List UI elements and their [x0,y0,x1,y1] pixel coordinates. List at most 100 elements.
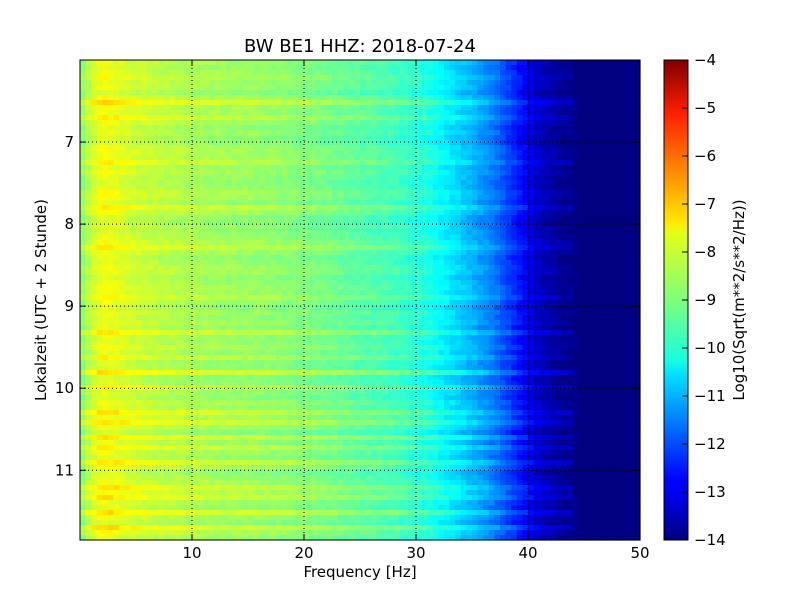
heatmap-cell [427,240,434,246]
heatmap-cell [511,295,518,301]
heatmap-cell [595,255,602,261]
heatmap-cell [399,165,406,171]
heatmap-cell [477,180,484,186]
heatmap-cell [253,205,260,211]
heatmap-cell [382,160,389,166]
heatmap-cell [119,250,126,256]
heatmap-cell [455,280,462,286]
heatmap-cell [606,140,613,146]
heatmap-cell [488,305,495,311]
heatmap-cell [488,165,495,171]
heatmap-cell [180,135,187,141]
heatmap-cell [539,230,546,236]
heatmap-cell [248,280,255,286]
heatmap-cell [388,260,395,266]
heatmap-cell [298,95,305,101]
heatmap-cell [348,170,355,176]
heatmap-cell [113,295,120,301]
heatmap-cell [236,270,243,276]
heatmap-cell [315,285,322,291]
heatmap-cell [332,205,339,211]
heatmap-cell [214,60,221,66]
heatmap-cell [567,80,574,86]
heatmap-cell [141,150,148,156]
heatmap-cell [572,225,579,231]
heatmap-cell [483,70,490,76]
heatmap-cell [208,250,215,256]
heatmap-cell [270,70,277,76]
heatmap-cell [304,185,311,191]
heatmap-cell [348,275,355,281]
heatmap-cell [147,75,154,81]
heatmap-cell [477,260,484,266]
heatmap-cell [522,175,529,181]
heatmap-cell [343,290,350,296]
heatmap-cell [208,305,215,311]
heatmap-cell [80,155,87,161]
heatmap-cell [589,235,596,241]
heatmap-cell [427,295,434,301]
heatmap-cell [332,80,339,86]
heatmap-cell [108,260,115,266]
heatmap-cell [281,185,288,191]
heatmap-cell [516,60,523,66]
heatmap-cell [550,210,557,216]
heatmap-cell [371,250,378,256]
heatmap-cell [203,220,210,226]
heatmap-cell [259,100,266,106]
heatmap-cell [332,180,339,186]
heatmap-cell [416,255,423,261]
heatmap-cell [494,295,501,301]
heatmap-cell [477,120,484,126]
heatmap-cell [264,95,271,101]
heatmap-cell [315,60,322,66]
heatmap-cell [343,160,350,166]
heatmap-cell [427,140,434,146]
heatmap-cell [449,230,456,236]
heatmap-cell [326,220,333,226]
heatmap-cell [141,80,148,86]
heatmap-cell [393,220,400,226]
heatmap-cell [477,245,484,251]
heatmap-cell [505,200,512,206]
heatmap-cell [326,130,333,136]
heatmap-cell [460,205,467,211]
heatmap-cell [460,105,467,111]
heatmap-cell [438,105,445,111]
heatmap-cell [320,225,327,231]
heatmap-cell [141,90,148,96]
heatmap-cell [416,270,423,276]
heatmap-cell [533,145,540,151]
heatmap-cell [550,95,557,101]
heatmap-cell [264,250,271,256]
heatmap-cell [634,280,641,286]
heatmap-cell [388,230,395,236]
heatmap-cell [124,145,131,151]
heatmap-cell [477,135,484,141]
heatmap-cell [164,155,171,161]
heatmap-cell [113,95,120,101]
heatmap-cell [203,80,210,86]
heatmap-cell [309,115,316,121]
heatmap-cell [410,255,417,261]
heatmap-cell [354,180,361,186]
heatmap-cell [606,240,613,246]
heatmap-cell [550,115,557,121]
heatmap-cell [102,225,109,231]
heatmap-cell [567,200,574,206]
heatmap-cell [354,240,361,246]
heatmap-cell [108,175,115,181]
heatmap-cell [315,165,322,171]
heatmap-cell [595,240,602,246]
heatmap-cell [119,90,126,96]
heatmap-cell [113,220,120,226]
heatmap-cell [113,300,120,306]
heatmap-cell [416,185,423,191]
heatmap-cell [494,75,501,81]
heatmap-cell [287,265,294,271]
heatmap-cell [550,240,557,246]
heatmap-cell [192,170,199,176]
heatmap-cell [483,115,490,121]
heatmap-cell [152,110,159,116]
heatmap-cell [292,210,299,216]
